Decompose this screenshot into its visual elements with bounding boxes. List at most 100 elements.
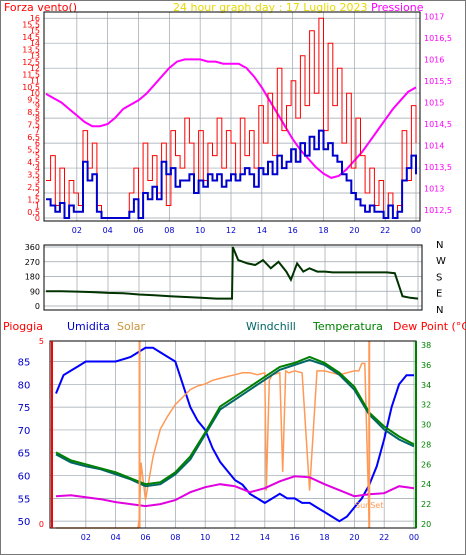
wind-time-tick-label: 08 bbox=[164, 226, 174, 235]
wind-axis-tick-label: 7,5 bbox=[27, 120, 40, 129]
gust-series-line bbox=[46, 129, 417, 219]
temperature-time-tick-label: 08 bbox=[170, 533, 180, 542]
wind-axis-tick-label: 11 bbox=[30, 77, 40, 86]
legend-humidity: Umidita bbox=[67, 320, 110, 333]
wind-time-tick-label: 00 bbox=[411, 226, 421, 235]
pressure-axis-tick-label: 1016,5 bbox=[424, 34, 452, 43]
humidity-axis-ticks: 50 55 60 65 70 75 80 85 bbox=[18, 358, 31, 529]
wind-axis-tick-label: 0 bbox=[35, 214, 40, 223]
pressure-axis-tick-label: 1014 bbox=[424, 142, 444, 151]
temperature-time-tick-label: 00 bbox=[409, 533, 419, 542]
pressure-axis-tick-label: 1015 bbox=[424, 98, 444, 107]
legend-solar: Solar bbox=[117, 320, 146, 333]
wind-time-ticks: 02 04 06 08 10 12 14 16 18 20 22 00 bbox=[72, 226, 421, 235]
wind-axis-tick-label: 2,5 bbox=[27, 183, 40, 192]
humidity-tick-label: 85 bbox=[18, 358, 31, 369]
temperature-time-ticks: 02 04 06 08 10 12 14 16 18 20 22 00 bbox=[81, 533, 419, 542]
pressure-axis-tick-label: 1017 bbox=[424, 12, 444, 21]
temperature-tick-label: 32 bbox=[421, 401, 431, 410]
wind-time-tick-label: 12 bbox=[226, 226, 236, 235]
wind-pressure-series bbox=[45, 17, 417, 219]
compass-letter: W bbox=[436, 256, 446, 267]
direction-plot-border bbox=[43, 244, 423, 311]
wind-axis-tick-label: 10,5 bbox=[22, 83, 40, 92]
temperature-time-tick-label: 10 bbox=[200, 533, 210, 542]
direction-series bbox=[46, 246, 419, 300]
wind-axis-tick-label: 1 bbox=[35, 202, 40, 211]
wind-time-tick-label: 10 bbox=[195, 226, 205, 235]
wind-axis-tick-label: 13,5 bbox=[22, 45, 40, 54]
compass-letter: N bbox=[436, 240, 443, 251]
legend-windchill: Windchill bbox=[246, 320, 296, 333]
direction-tick-label: 270 bbox=[25, 258, 40, 267]
wind-axis-tick-label: 5 bbox=[35, 152, 40, 161]
wind-axis-tick-label: 8,5 bbox=[27, 108, 40, 117]
humidity-tick-label: 80 bbox=[18, 380, 31, 391]
pressure-title: Pressione bbox=[371, 1, 424, 14]
compass-letter: S bbox=[436, 272, 442, 283]
wind-axis-tick-label: 3,5 bbox=[27, 170, 40, 179]
direction-tick-label: 360 bbox=[25, 243, 40, 252]
wind-axis-tick-label: 14,5 bbox=[22, 33, 40, 42]
compass-letter: E bbox=[436, 289, 442, 300]
temperature-humidity-panel: Pioggia Umidita Solar Windchill Temperat… bbox=[3, 320, 466, 542]
wind-axis-tick-label: 3 bbox=[35, 177, 40, 186]
wind-axis-tick-label: 15,5 bbox=[22, 20, 40, 29]
wind-time-tick-label: 04 bbox=[103, 226, 113, 235]
temperature-time-tick-label: 22 bbox=[379, 533, 389, 542]
temperature-time-tick-label: 02 bbox=[81, 533, 91, 542]
wind-axis-tick-label: 11,5 bbox=[22, 70, 40, 79]
legend-temperature: Temperatura bbox=[312, 320, 383, 333]
wind-time-tick-label: 14 bbox=[257, 226, 267, 235]
direction-series-line bbox=[46, 246, 419, 300]
temperature-tick-label: 26 bbox=[421, 460, 431, 469]
wind-axis-tick-label: 12 bbox=[30, 64, 40, 73]
direction-axis-ticks: 360 270 180 90 0 bbox=[25, 243, 40, 311]
chart-date-title: 24 hour graph day : 17 Luglio 2023 bbox=[173, 1, 368, 14]
temperature-time-tick-label: 14 bbox=[260, 533, 270, 542]
wind-axis-tick-label: 5,5 bbox=[27, 145, 40, 154]
temperature-tick-label: 38 bbox=[421, 341, 431, 350]
rain-tick-label: 0 bbox=[39, 520, 44, 529]
direction-tick-label: 180 bbox=[25, 273, 40, 282]
wind-time-tick-label: 02 bbox=[72, 226, 82, 235]
pressure-axis-tick-label: 1016 bbox=[424, 55, 444, 64]
wind-axis-tick-label: 2 bbox=[35, 189, 40, 198]
pressure-axis-tick-label: 1012,5 bbox=[424, 206, 452, 215]
pressure-axis-tick-label: 1014,5 bbox=[424, 120, 452, 129]
rain-tick-label: 5 bbox=[39, 337, 44, 346]
rain-axis-ticks: 05 bbox=[39, 337, 44, 529]
wind-axis-tick-label: 0,5 bbox=[27, 208, 40, 217]
humidity-tick-label: 70 bbox=[18, 426, 31, 437]
temperature-tick-label: 34 bbox=[421, 381, 431, 390]
temperature-time-tick-label: 20 bbox=[349, 533, 359, 542]
wind-axis-tick-label: 7 bbox=[35, 127, 40, 136]
wind-time-tick-label: 20 bbox=[349, 226, 359, 235]
wind-plot-border bbox=[43, 11, 421, 222]
temperature-humidity-series bbox=[55, 341, 415, 529]
wind-speed-title: Forza vento() bbox=[4, 1, 77, 14]
pressure-axis-tick-label: 1013 bbox=[424, 185, 444, 194]
wind-axis-tick-label: 12,5 bbox=[22, 58, 40, 67]
wind-axis-tick-label: 15 bbox=[30, 27, 40, 36]
wind-time-tick-label: 22 bbox=[380, 226, 390, 235]
wind-axis-tick-label: 4,5 bbox=[27, 158, 40, 167]
wind-axis-tick-label: 16 bbox=[30, 14, 40, 23]
wind-axis-tick-label: 4 bbox=[35, 164, 40, 173]
humidity-series-line bbox=[55, 346, 414, 523]
direction-tick-label: 90 bbox=[30, 287, 40, 296]
temperature-axis-ticks: 20 22 24 26 28 30 32 34 36 38 bbox=[421, 341, 431, 529]
temperature-tick-label: 20 bbox=[421, 520, 431, 529]
humidity-tick-label: 55 bbox=[18, 494, 31, 505]
wind-time-tick-label: 16 bbox=[288, 226, 298, 235]
pressure-axis-tick-label: 1015,5 bbox=[424, 77, 452, 86]
wind-axis-tick-label: 14 bbox=[30, 39, 40, 48]
temperature-tick-label: 24 bbox=[421, 480, 431, 489]
compass-letter: N bbox=[436, 305, 443, 316]
temperature-tick-label: 28 bbox=[421, 440, 431, 449]
pressure-axis-ticks: 1012,5 1013 1013,5 1014 1014,5 1015 1015,5 1016… bbox=[424, 12, 452, 215]
solar-series-line bbox=[56, 362, 371, 529]
